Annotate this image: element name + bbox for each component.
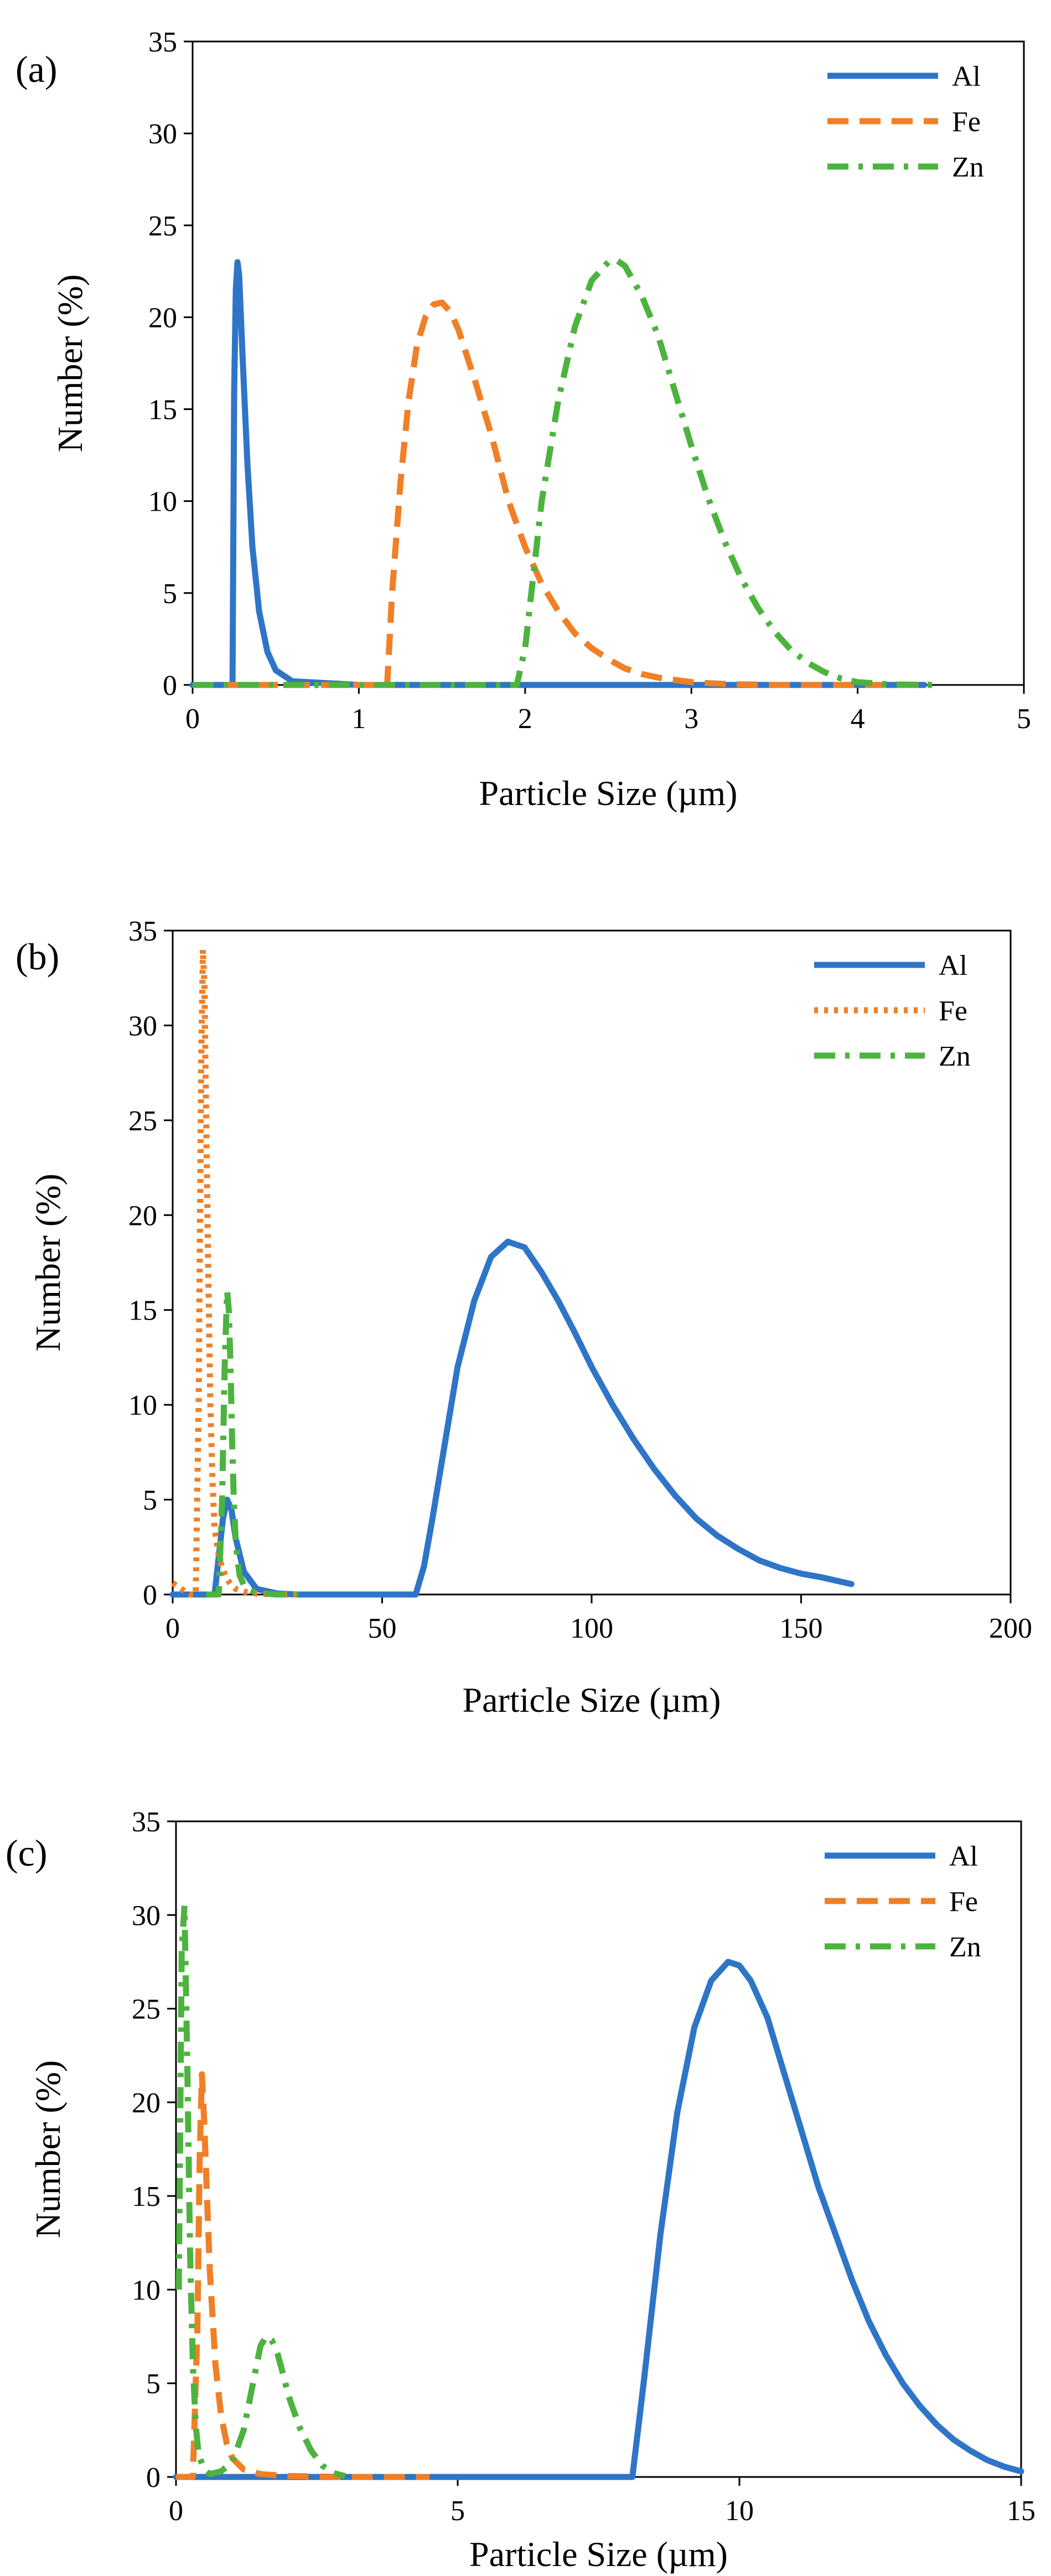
panel-c-xtick-label: 15 — [1007, 2495, 1036, 2527]
panel-a-xtick-label: 0 — [185, 703, 200, 735]
panel-a-ytick-label: 10 — [148, 486, 177, 518]
panel-b-ytick-label: 35 — [128, 916, 157, 947]
panel-c-label: (c) — [6, 1832, 47, 1874]
panel-b-xtick-label: 100 — [570, 1613, 613, 1644]
panel-a-xtick-label: 4 — [851, 703, 865, 735]
panel-b-ytick-label: 25 — [128, 1105, 157, 1137]
panel-b-legend-fe-label: Fe — [939, 995, 967, 1027]
panel-c-legend-fe-label: Fe — [949, 1886, 978, 1918]
panel-a-legend-al-label: Al — [952, 61, 981, 92]
panel-a-x-axis-label: Particle Size (µm) — [479, 773, 738, 813]
panel-b-ytick-label: 0 — [143, 1580, 157, 1611]
panel-b-legend-al-label: Al — [939, 950, 967, 981]
panel-a-label: (a) — [15, 48, 57, 90]
panel-a-ytick-label: 20 — [148, 302, 177, 334]
panel-b-series-zn-line — [206, 1287, 299, 1598]
panel-c-y-axis-label: Number (%) — [28, 2060, 68, 2239]
panel-b-ytick-label: 15 — [128, 1295, 157, 1327]
panel-c-legend-zn-label: Zn — [949, 1931, 981, 1963]
panel-b-chart: 0 5 10 15 20 25 30 35 0 50 100 150 200 Particle Size … — [15, 916, 1032, 1720]
panel-b-plot-frame — [172, 929, 1012, 1596]
panel-c-ytick-label: 15 — [132, 2181, 161, 2213]
panel-c-ytick-label: 10 — [132, 2274, 161, 2306]
panel-a-ytick-label: 0 — [163, 670, 177, 702]
panel-b-xtick-label: 150 — [780, 1613, 823, 1644]
panel-b-ytick-label: 10 — [128, 1390, 157, 1421]
panel-b-y-axis-label: Number (%) — [28, 1173, 68, 1352]
panel-a-series-al-line — [189, 259, 928, 688]
panel-a-ytick-label: 15 — [148, 394, 177, 426]
panel-a-ytick-label: 30 — [148, 118, 177, 150]
panel-b-legend-zn-label: Zn — [939, 1041, 971, 1072]
panel-c-xtick-label: 5 — [451, 2495, 465, 2527]
panel-a-ytick-label: 35 — [148, 27, 177, 58]
panel-a-series-zn-line — [193, 257, 941, 688]
panel-a-legend-zn-label: Zn — [952, 152, 984, 183]
panel-a-xtick-label: 5 — [1017, 703, 1031, 735]
panel-c-ytick-label: 20 — [132, 2087, 161, 2119]
panel-b-label: (b) — [15, 936, 59, 978]
panel-b-ytick-label: 5 — [143, 1485, 157, 1516]
panel-b-series-al-line — [169, 1238, 855, 1598]
panel-a-xtick-label: 1 — [351, 703, 366, 735]
panel-c-series-fe-line — [176, 2071, 430, 2480]
panel-b-xtick-label: 0 — [165, 1613, 180, 1644]
panel-c-series-zn-line — [175, 1902, 346, 2479]
panel-c-ytick-label: 25 — [132, 1994, 161, 2026]
panel-c-series-al-line — [173, 1959, 1024, 2480]
panel-c-xtick-label: 0 — [169, 2495, 183, 2527]
panel-b-xtick-label: 200 — [989, 1613, 1032, 1644]
panel-c-ytick-label: 35 — [132, 1806, 161, 1838]
panel-c-ytick-label: 5 — [146, 2369, 161, 2400]
panel-b-ytick-label: 30 — [128, 1010, 157, 1042]
panel-c-ytick-label: 30 — [132, 1900, 161, 1931]
panel-c-ytick-label: 0 — [146, 2462, 161, 2494]
panel-a-ytick-label: 5 — [163, 578, 177, 610]
panel-a-xtick-label: 2 — [518, 703, 532, 735]
panel-a-chart: 0 5 10 15 20 25 30 35 0 1 2 3 4 5 Particle Size (µm) Nu… — [15, 27, 1031, 813]
panel-b-xtick-label: 50 — [368, 1613, 397, 1644]
panel-a-plot-frame — [191, 40, 1025, 686]
panel-c-xtick-label: 10 — [725, 2495, 754, 2527]
panel-a-series-fe-line — [193, 299, 924, 688]
panel-c-chart: 0 5 10 15 20 25 30 35 0 5 10 15 Particle Size (µm) Nu… — [6, 1806, 1036, 2574]
panel-b-x-axis-label: Particle Size (µm) — [463, 1680, 721, 1720]
panel-b-ytick-label: 20 — [128, 1200, 157, 1232]
panel-c-x-axis-label: Particle Size (µm) — [469, 2535, 728, 2574]
panel-a-xtick-label: 3 — [684, 703, 698, 735]
panel-a-legend-fe-label: Fe — [952, 106, 981, 138]
panel-c-plot-frame — [175, 1820, 1022, 2478]
panel-c-legend-al-label: Al — [949, 1841, 978, 1872]
panel-a-y-axis-label: Number (%) — [50, 274, 90, 453]
panel-b-series-fe-line — [170, 946, 299, 1598]
panel-a-ytick-label: 25 — [148, 210, 177, 242]
